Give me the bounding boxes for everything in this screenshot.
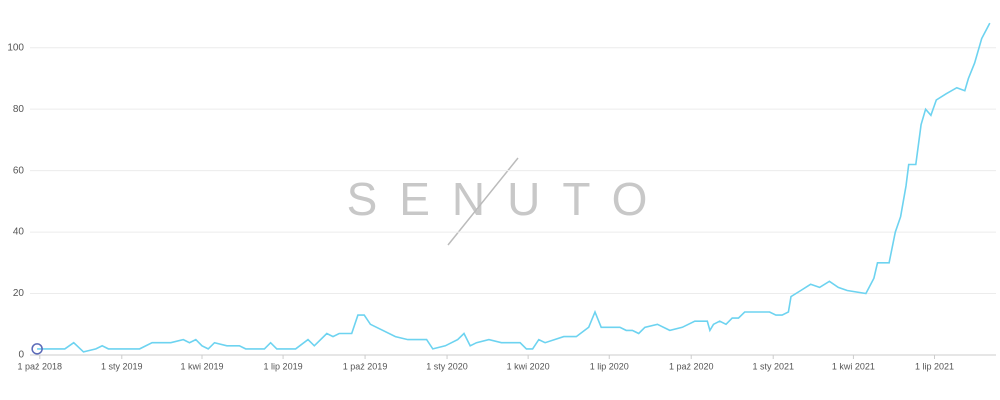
series-line: [37, 22, 991, 353]
y-tick-label: 40: [13, 227, 25, 238]
y-tick-label: 0: [18, 350, 24, 361]
watermark-stroke: [447, 157, 519, 246]
x-tick-label: 1 sty 2021: [752, 361, 794, 371]
x-tick-label: 1 lip 2021: [915, 361, 954, 371]
x-tick-label: 1 kwi 2021: [832, 361, 875, 371]
x-tick-label: 1 paź 2019: [343, 361, 388, 371]
x-tick-label: 1 lip 2019: [264, 361, 303, 371]
y-tick-label: 20: [13, 288, 25, 299]
y-tick-label: 60: [13, 165, 25, 176]
x-tick-label: 1 paź 2018: [18, 361, 63, 371]
x-tick-label: 1 sty 2019: [101, 361, 143, 371]
watermark: SENUTO: [347, 157, 670, 246]
x-tick-label: 1 kwi 2019: [180, 361, 223, 371]
y-tick-label: 80: [13, 104, 25, 115]
y-tick-label: 100: [7, 42, 24, 53]
x-tick-label: 1 paź 2020: [669, 361, 714, 371]
hover-marker: [31, 343, 43, 355]
x-tick-label: 1 kwi 2020: [507, 361, 550, 371]
watermark-text: SENUTO: [347, 173, 670, 225]
x-tick-label: 1 sty 2020: [426, 361, 468, 371]
x-tick-label: 1 lip 2020: [590, 361, 629, 371]
